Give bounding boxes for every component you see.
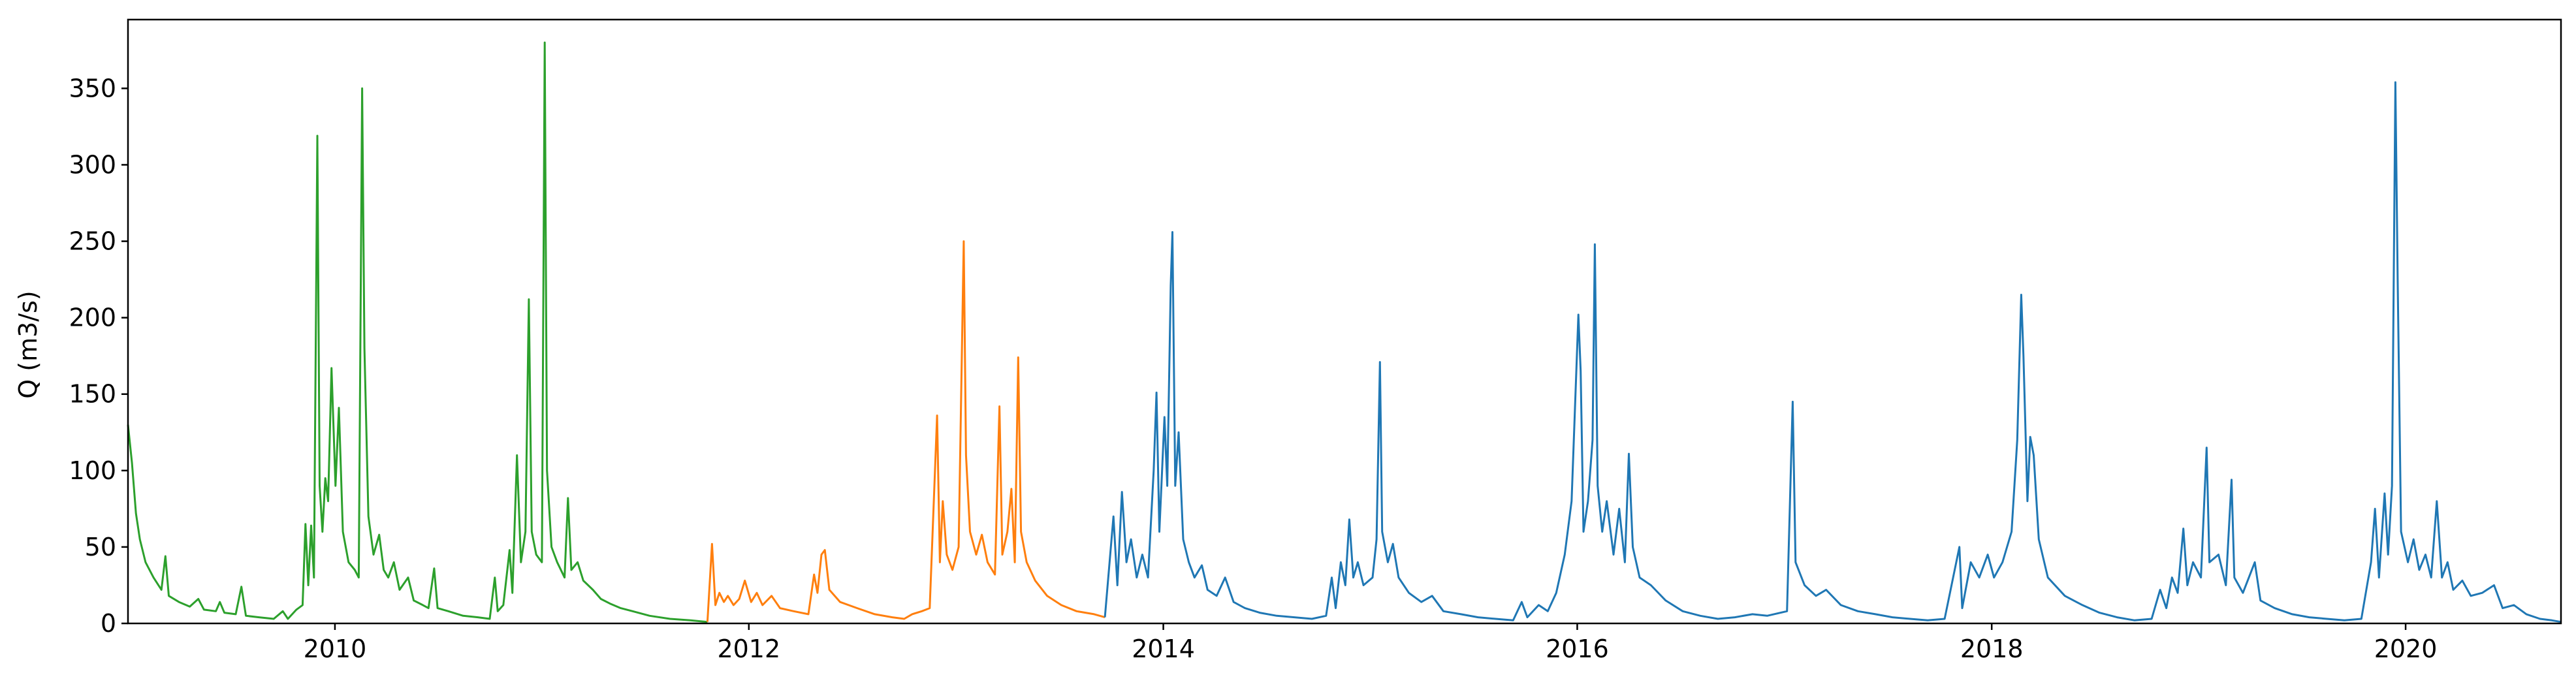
y-tick-label: 150 bbox=[69, 380, 116, 409]
y-tick-label: 250 bbox=[69, 227, 116, 256]
x-tick-label: 2018 bbox=[1960, 635, 2024, 663]
y-tick-label: 100 bbox=[69, 456, 116, 485]
y-tick-label: 50 bbox=[85, 533, 116, 561]
x-tick-label: 2012 bbox=[717, 635, 780, 663]
x-tick-label: 2020 bbox=[2374, 635, 2438, 663]
x-tick-label: 2016 bbox=[1546, 635, 1609, 663]
x-tick-label: 2010 bbox=[304, 635, 367, 663]
x-tick-label: 2014 bbox=[1132, 635, 1195, 663]
y-axis-label: Q (m3/s) bbox=[14, 290, 42, 398]
y-tick-label: 300 bbox=[69, 150, 116, 179]
y-tick-label: 200 bbox=[69, 304, 116, 332]
y-tick-label: 350 bbox=[69, 74, 116, 102]
y-tick-label: 0 bbox=[101, 609, 116, 638]
